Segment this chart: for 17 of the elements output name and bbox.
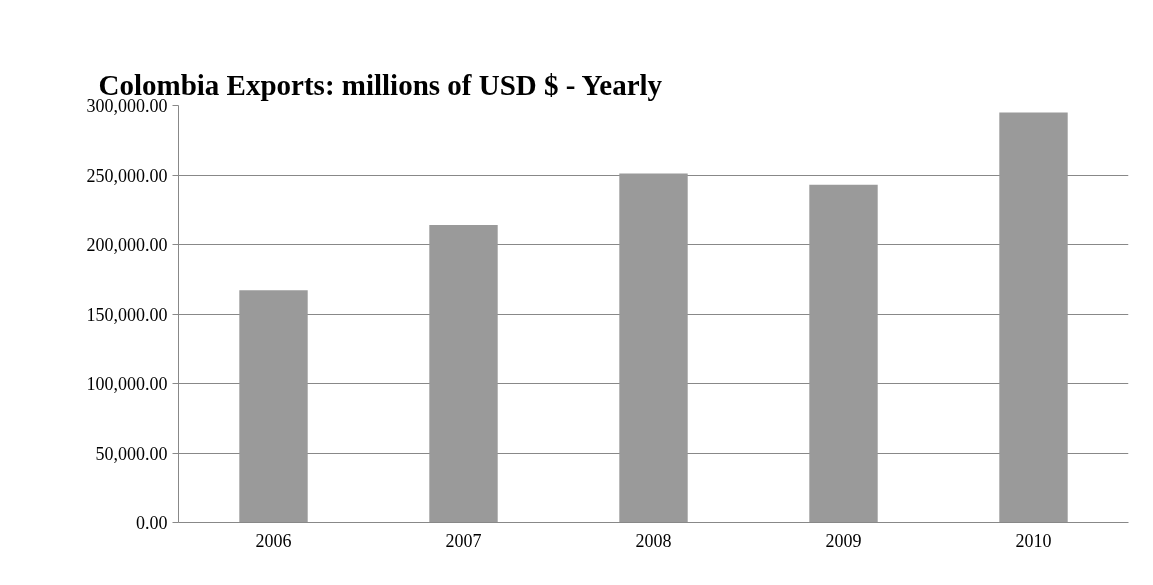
x-tick-label: 2009 (825, 530, 862, 551)
bar (429, 225, 498, 523)
x-tick-label: 2007 (445, 530, 482, 551)
y-tick-label: 150,000.00 (86, 304, 168, 325)
y-tick-label: 250,000.00 (86, 165, 168, 186)
y-tick-label: 0.00 (136, 513, 168, 533)
y-tick-label: 100,000.00 (86, 374, 168, 394)
y-tick-label: 300,000.00 (86, 96, 168, 116)
x-tick-label: 2008 (635, 530, 672, 551)
y-tick-label: 200,000.00 (86, 235, 168, 255)
bar (999, 112, 1068, 523)
bar (619, 173, 688, 523)
x-tick-label: 2010 (1015, 530, 1052, 551)
bar (809, 184, 878, 523)
x-tick-label: 2006 (255, 530, 292, 551)
bar (239, 290, 308, 523)
y-tick-label: 50,000.00 (95, 443, 168, 464)
